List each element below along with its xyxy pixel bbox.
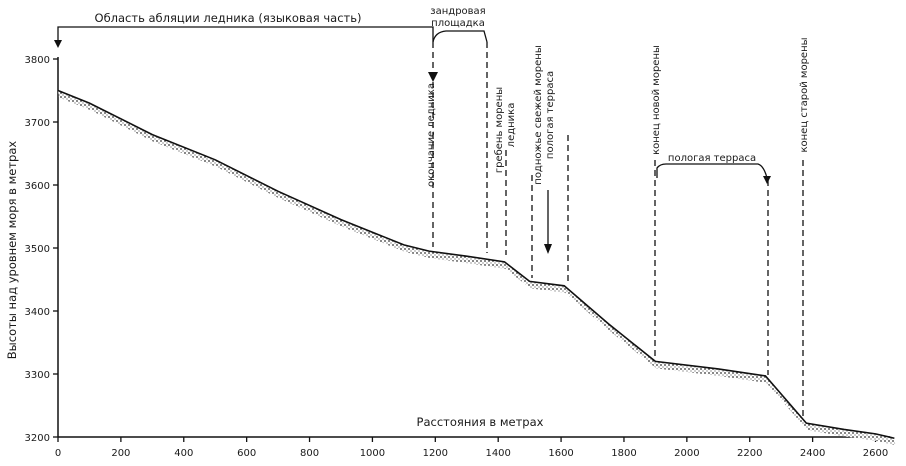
x-tick-label: 0 [55, 448, 61, 459]
y-axis-label: Высоты над уровнем моря в метрах [5, 141, 19, 360]
x-tick-label: 2000 [674, 448, 699, 459]
y-tick-label: 3300 [25, 370, 50, 381]
ablation-left-arrow [54, 40, 62, 48]
y-tick-label: 3800 [25, 55, 50, 66]
gentle-terrace-arrow [763, 176, 771, 184]
x-tick-label: 400 [174, 448, 193, 459]
x-tick-label: 1000 [360, 448, 385, 459]
gentle-terrace-1-label: пологая терраса [545, 71, 556, 159]
y-tick-label: 3500 [25, 244, 50, 255]
x-tick-label: 2200 [737, 448, 762, 459]
x-tick-label: 2400 [800, 448, 825, 459]
ablation-zone-label: Область абляции ледника (языковая часть) [95, 11, 362, 25]
glacier-end-arrow [428, 72, 438, 82]
x-tick-label: 1400 [485, 448, 510, 459]
x-tick-label: 200 [111, 448, 130, 459]
new-moraine-end-label: конец новой морены [651, 45, 662, 155]
x-tick-label: 1200 [423, 448, 448, 459]
y-tick-label: 3200 [25, 433, 50, 444]
fresh-moraine-foot-label: подножье свежей морены [533, 45, 544, 184]
gentle-terrace-2-label: пологая терраса [668, 153, 756, 164]
x-tick-label: 2600 [863, 448, 888, 459]
y-tick-label: 3400 [25, 307, 50, 318]
profile-band [58, 91, 895, 446]
terrace-1-arrow-head [544, 244, 552, 254]
x-axis-label: Расстояния в метрах [417, 415, 544, 429]
old-moraine-end-label: конец старой морены [799, 37, 810, 152]
x-tick-label: 600 [237, 448, 256, 459]
moraine-crest-label-1: гребень морены [494, 87, 505, 173]
ablation-zone-bracket [58, 27, 433, 42]
sandur-label-line1: зандровая [430, 6, 485, 17]
y-tick-label: 3700 [25, 118, 50, 129]
x-tick-label: 1600 [548, 448, 573, 459]
sandur-bracket [433, 31, 487, 42]
glacier-end-label: окончание ледника [426, 83, 437, 187]
y-tick-label: 3600 [25, 181, 50, 192]
x-tick-label: 1800 [611, 448, 636, 459]
moraine-crest-label-2: ледника [506, 103, 517, 148]
gentle-terrace-bracket [657, 164, 767, 178]
x-tick-label: 800 [300, 448, 319, 459]
sandur-label-line2: площадка [431, 18, 485, 29]
